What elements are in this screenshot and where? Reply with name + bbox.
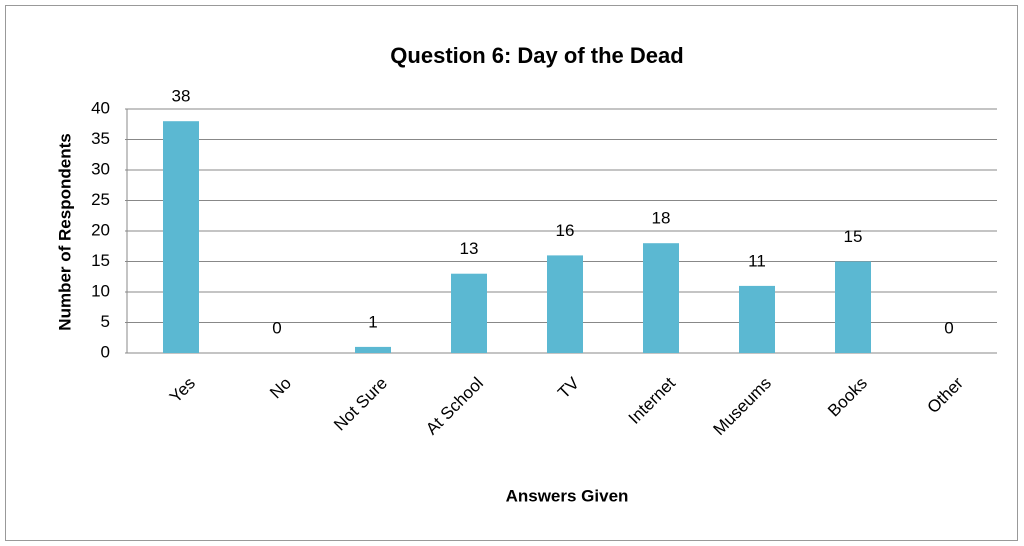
data-label: 0 xyxy=(272,318,281,337)
y-tick-label: 40 xyxy=(91,98,110,117)
bar xyxy=(835,261,871,353)
y-tick-label: 15 xyxy=(91,251,110,270)
bar xyxy=(163,121,199,353)
y-tick-label: 5 xyxy=(101,312,110,331)
bar xyxy=(547,255,583,353)
bar xyxy=(355,346,391,353)
y-axis-title: Number of Respondents xyxy=(55,133,74,330)
y-tick-label: 10 xyxy=(91,281,110,300)
data-label: 38 xyxy=(172,87,191,106)
y-tick-label: 0 xyxy=(101,342,110,361)
bar xyxy=(451,273,487,353)
data-label: 1 xyxy=(368,312,377,331)
chart-title: Question 6: Day of the Dead xyxy=(390,43,683,68)
y-tick-label: 20 xyxy=(91,220,110,239)
y-tick-label: 35 xyxy=(91,129,110,148)
y-tick-label: 30 xyxy=(91,159,110,178)
bar xyxy=(739,285,775,353)
y-tick-label: 25 xyxy=(91,190,110,209)
x-axis-title: Answers Given xyxy=(506,486,629,505)
bar xyxy=(643,243,679,353)
data-label: 0 xyxy=(944,318,953,337)
data-label: 16 xyxy=(556,221,575,240)
data-label: 11 xyxy=(748,251,766,270)
data-label: 13 xyxy=(460,239,479,258)
data-label: 18 xyxy=(652,209,671,228)
data-label: 15 xyxy=(844,227,863,246)
